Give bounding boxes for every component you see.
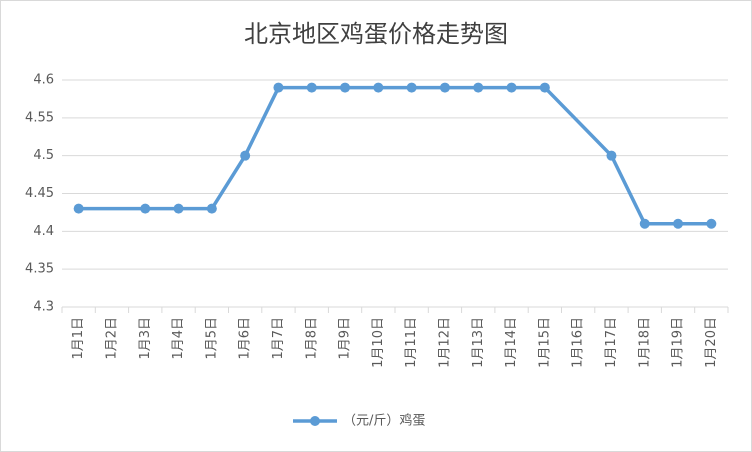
point (439, 82, 450, 93)
x-tick-label: 1月13日 (471, 317, 486, 368)
legend-label: （元/斤）鸡蛋 (343, 413, 425, 429)
gap-connector (543, 86, 613, 157)
x-tick-label: 1月6日 (238, 317, 253, 360)
point (706, 218, 717, 229)
y-tick-label: 4.6 (33, 73, 54, 88)
point (639, 218, 650, 229)
line-series (609, 154, 712, 226)
point (206, 203, 217, 214)
point (240, 150, 251, 161)
x-tick-label: 1月16日 (571, 317, 586, 368)
x-tick-label: 1月12日 (437, 317, 452, 368)
x-tick-label: 1月14日 (504, 317, 519, 368)
x-tick-label: 1月2日 (104, 317, 119, 360)
x-tick-label: 1月4日 (171, 317, 186, 360)
y-tick-label: 4.3 (33, 300, 54, 315)
x-tick-label: 1月1日 (71, 317, 86, 360)
y-tick-label: 4.55 (25, 110, 54, 125)
point (673, 218, 684, 229)
point (606, 150, 617, 161)
x-tick-label: 1月7日 (271, 317, 286, 360)
x-tick-label: 1月20日 (704, 317, 719, 368)
x-tick-label: 1月9日 (338, 317, 353, 360)
point (340, 82, 351, 93)
y-tick-label: 4.4 (33, 224, 54, 239)
legend-marker (310, 416, 320, 426)
y-tick-label: 4.45 (25, 186, 54, 201)
point (173, 203, 184, 214)
y-tick-label: 4.5 (33, 148, 54, 163)
point (373, 82, 384, 93)
x-tick-label: 1月8日 (304, 317, 319, 360)
point (506, 82, 517, 93)
point (73, 203, 84, 214)
x-tick-label: 1月15日 (537, 317, 552, 368)
point (273, 82, 284, 93)
point (306, 82, 317, 93)
point (473, 82, 484, 93)
point (539, 82, 550, 93)
point (140, 203, 151, 214)
x-tick-label: 1月5日 (204, 317, 219, 360)
x-tick-label: 1月18日 (637, 317, 652, 368)
x-tick-label: 1月19日 (671, 317, 686, 368)
chart-title: 北京地区鸡蛋价格走势图 (244, 20, 508, 48)
x-tick-label: 1月11日 (404, 317, 419, 368)
x-tick-label: 1月10日 (371, 317, 386, 368)
x-tick-label: 1月17日 (604, 317, 619, 368)
x-tick-label: 1月3日 (138, 317, 153, 360)
point (406, 82, 417, 93)
y-tick-label: 4.35 (25, 262, 54, 277)
